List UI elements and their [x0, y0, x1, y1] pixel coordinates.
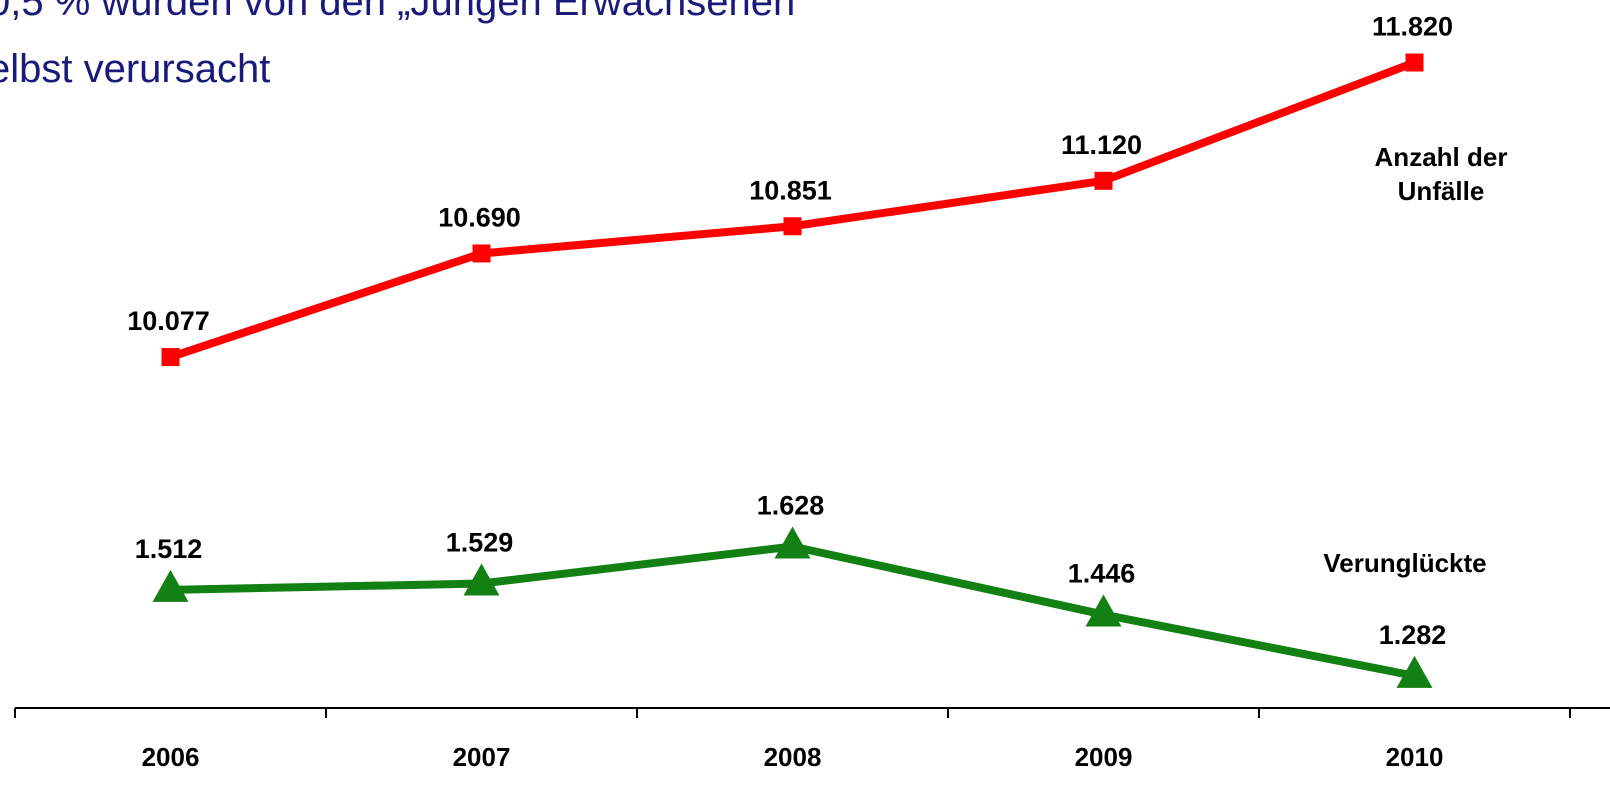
marker: [1094, 171, 1113, 190]
x-tick-label: 2008: [764, 742, 822, 772]
legend-entry: Anzahl der Unfälle: [1374, 142, 1508, 206]
marker: [783, 217, 802, 236]
marker: [161, 348, 180, 367]
x-tick-label: 2010: [1386, 742, 1444, 772]
data-label: 1.282: [1379, 620, 1447, 650]
data-label: 11.820: [1372, 12, 1453, 42]
marker: [774, 526, 811, 559]
data-label: 10.851: [749, 175, 832, 205]
x-tick-label: 2006: [142, 742, 200, 772]
data-label: 10.077: [127, 306, 210, 336]
marker: [1085, 594, 1122, 627]
x-tick-label: 2009: [1075, 742, 1133, 772]
title-line: elbst verursacht: [0, 47, 270, 91]
marker: [152, 569, 189, 602]
data-label: 1.628: [757, 491, 825, 521]
marker: [463, 563, 500, 596]
data-label: 11.120: [1061, 130, 1142, 160]
title-line: 0,5 % wurden von den „Jungen Erwachsenen: [0, 0, 795, 24]
marker: [1396, 655, 1433, 688]
data-label: 1.529: [446, 528, 514, 558]
legend-entry: Verunglückte: [1323, 548, 1487, 578]
marker: [472, 244, 491, 263]
series-line: [169, 58, 1416, 361]
data-label: 10.690: [438, 202, 521, 232]
series-line: [170, 542, 1416, 680]
data-label: 1.446: [1068, 559, 1136, 589]
x-tick-label: 2007: [453, 742, 511, 772]
data-label: 1.512: [135, 534, 203, 564]
marker: [1405, 53, 1424, 72]
